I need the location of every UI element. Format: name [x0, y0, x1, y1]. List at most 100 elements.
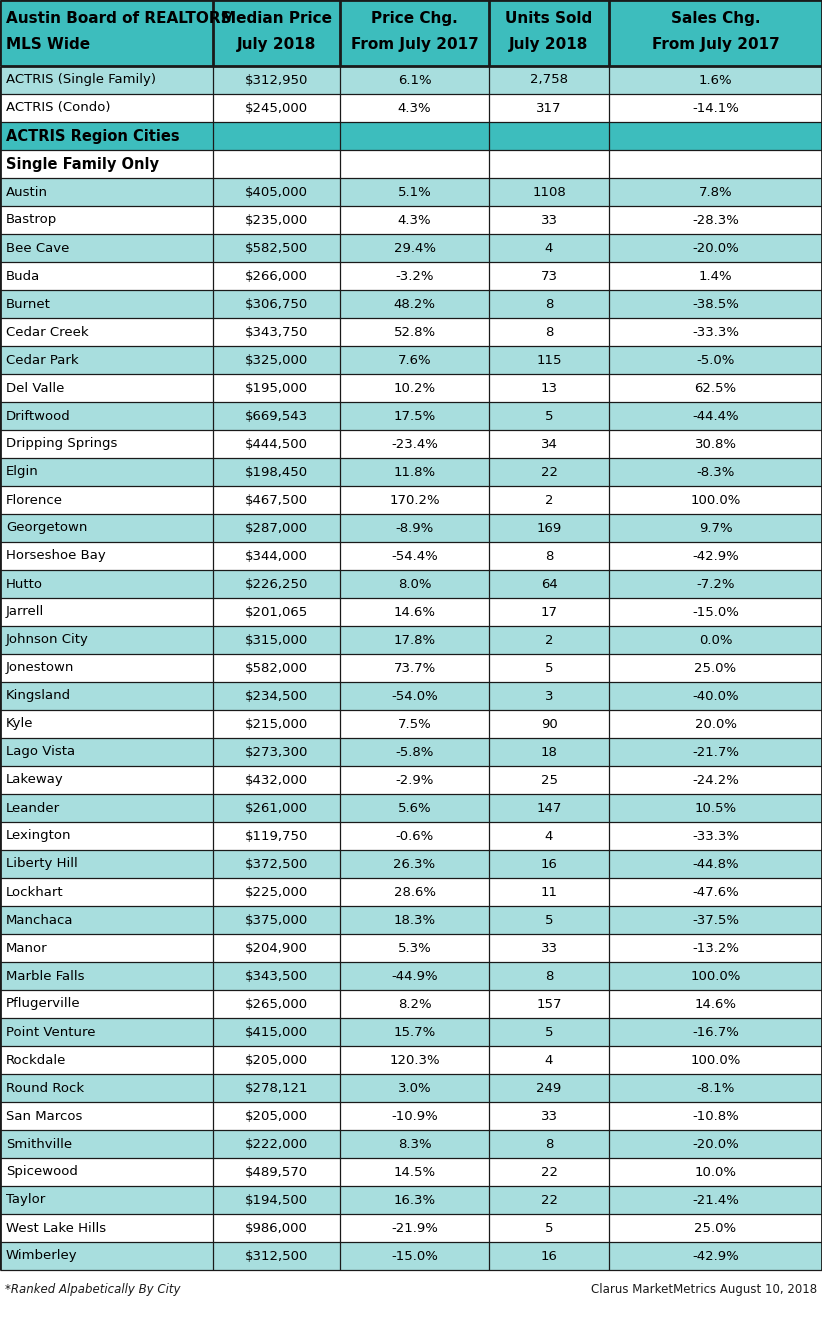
Bar	[213, 654, 340, 681]
Bar	[0, 178, 213, 206]
Bar	[489, 737, 609, 767]
Text: Jonestown: Jonestown	[6, 662, 74, 675]
Text: $234,500: $234,500	[245, 689, 308, 703]
Bar	[609, 1018, 822, 1046]
Bar	[609, 681, 822, 709]
Text: 25: 25	[541, 773, 557, 787]
Text: -54.4%: -54.4%	[391, 550, 438, 563]
Bar	[213, 990, 340, 1018]
Text: 147: 147	[536, 801, 561, 815]
Text: Jarrell: Jarrell	[6, 606, 44, 619]
Bar	[340, 598, 489, 626]
Bar	[609, 795, 822, 823]
Text: $986,000: $986,000	[245, 1222, 308, 1234]
Bar	[213, 95, 340, 122]
Bar	[340, 290, 489, 318]
Text: Wimberley: Wimberley	[6, 1250, 77, 1263]
Bar	[213, 0, 340, 67]
Bar	[489, 402, 609, 430]
Bar	[609, 990, 822, 1018]
Bar	[489, 851, 609, 878]
Bar	[609, 290, 822, 318]
Text: 5: 5	[545, 662, 553, 675]
Text: 29.4%: 29.4%	[394, 241, 436, 254]
Text: 14.5%: 14.5%	[394, 1166, 436, 1178]
Text: Manchaca: Manchaca	[6, 913, 73, 926]
Bar	[489, 122, 609, 150]
Text: -23.4%: -23.4%	[391, 438, 438, 450]
Bar	[489, 598, 609, 626]
Text: ACTRIS (Condo): ACTRIS (Condo)	[6, 101, 110, 114]
Bar	[340, 514, 489, 542]
Bar	[0, 767, 213, 795]
Text: Kyle: Kyle	[6, 717, 34, 731]
Text: 48.2%: 48.2%	[394, 298, 436, 310]
Bar	[609, 878, 822, 906]
Text: -16.7%: -16.7%	[692, 1025, 739, 1038]
Text: -20.0%: -20.0%	[692, 1138, 739, 1150]
Bar	[609, 626, 822, 654]
Text: 100.0%: 100.0%	[690, 969, 741, 982]
Bar	[340, 1018, 489, 1046]
Text: ACTRIS (Single Family): ACTRIS (Single Family)	[6, 73, 156, 87]
Text: Spicewood: Spicewood	[6, 1166, 78, 1178]
Bar	[609, 318, 822, 346]
Text: Del Valle: Del Valle	[6, 382, 64, 394]
Text: 15.7%: 15.7%	[394, 1025, 436, 1038]
Bar	[0, 598, 213, 626]
Bar	[609, 1242, 822, 1270]
Text: -33.3%: -33.3%	[692, 829, 739, 843]
Text: 249: 249	[537, 1082, 561, 1094]
Text: 5: 5	[545, 410, 553, 422]
Text: -44.9%: -44.9%	[391, 969, 438, 982]
Bar	[489, 654, 609, 681]
Bar	[609, 1130, 822, 1158]
Bar	[609, 374, 822, 402]
Text: Taylor: Taylor	[6, 1194, 45, 1206]
Text: Units Sold: Units Sold	[506, 11, 593, 27]
Bar	[489, 823, 609, 851]
Text: MLS Wide: MLS Wide	[6, 37, 90, 52]
Text: 2: 2	[545, 494, 553, 507]
Bar	[0, 681, 213, 709]
Bar	[213, 150, 340, 178]
Bar	[213, 934, 340, 962]
Text: 14.6%: 14.6%	[695, 997, 737, 1010]
Text: 18: 18	[541, 745, 557, 759]
Bar	[489, 150, 609, 178]
Bar	[213, 1158, 340, 1186]
Text: 9.7%: 9.7%	[699, 522, 732, 535]
Text: Lexington: Lexington	[6, 829, 72, 843]
Text: Smithville: Smithville	[6, 1138, 72, 1150]
Text: -21.9%: -21.9%	[391, 1222, 438, 1234]
Bar	[489, 681, 609, 709]
Bar	[0, 1214, 213, 1242]
Bar	[489, 430, 609, 458]
Text: Manor: Manor	[6, 941, 48, 954]
Bar	[609, 934, 822, 962]
Bar	[489, 934, 609, 962]
Text: Cedar Creek: Cedar Creek	[6, 326, 89, 338]
Text: $405,000: $405,000	[245, 185, 308, 198]
Text: -47.6%: -47.6%	[692, 885, 739, 898]
Text: $278,121: $278,121	[245, 1082, 308, 1094]
Text: -38.5%: -38.5%	[692, 298, 739, 310]
Text: $245,000: $245,000	[245, 101, 308, 114]
Bar	[340, 878, 489, 906]
Text: 5.6%: 5.6%	[398, 801, 432, 815]
Bar	[609, 150, 822, 178]
Bar	[0, 626, 213, 654]
Text: 26.3%: 26.3%	[394, 857, 436, 870]
Text: -24.2%: -24.2%	[692, 773, 739, 787]
Bar	[213, 346, 340, 374]
Text: ACTRIS Region Cities: ACTRIS Region Cities	[6, 129, 180, 144]
Bar	[0, 962, 213, 990]
Bar	[0, 514, 213, 542]
Bar	[340, 234, 489, 262]
Bar	[213, 1186, 340, 1214]
Text: Rockdale: Rockdale	[6, 1054, 67, 1066]
Text: -10.9%: -10.9%	[391, 1110, 438, 1122]
Text: -3.2%: -3.2%	[395, 269, 434, 282]
Text: Bee Cave: Bee Cave	[6, 241, 69, 254]
Bar	[489, 346, 609, 374]
